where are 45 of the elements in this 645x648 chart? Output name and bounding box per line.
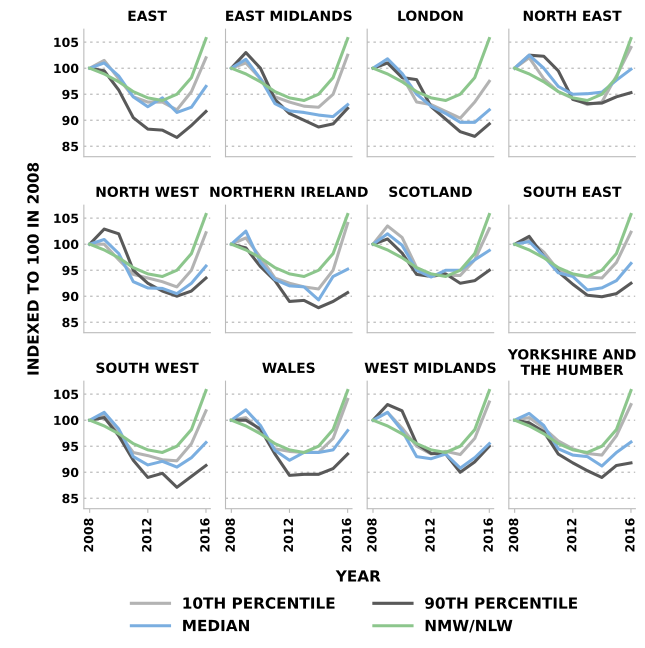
y-tick-label: 95 [62,442,78,452]
y-tick-label: 100 [54,64,78,74]
x-tick-label: 2012 [142,518,152,552]
x-tick-label: 2008 [508,518,518,552]
x-tick-label: 2008 [84,518,94,552]
chart-title: YORKSHIRE AND THE HUMBER [508,349,636,376]
y-tick-label: 85 [62,142,78,152]
chart-title: EAST [128,10,167,22]
y-tick-label: 90 [62,116,78,126]
x-axis-title: YEAR [336,570,381,582]
x-tick-label: 2012 [425,518,435,552]
y-tick-label: 85 [62,494,78,504]
y-axis-title: INDEXED TO 100 IN 2008 [27,162,39,375]
legend-label: MEDIAN [183,620,249,632]
x-tick-label: 2008 [367,518,377,552]
chart-title: NORTH EAST [524,10,622,22]
chart-title: SCOTLAND [389,186,472,198]
chart-title: NORTHERN IRELAND [210,186,368,198]
y-tick-label: 95 [62,90,78,100]
chart-title: WALES [262,362,315,374]
x-tick-label: 2016 [342,518,352,552]
legend-label: 10TH PERCENTILE [183,597,335,609]
x-tick-label: 2012 [284,518,294,552]
y-tick-label: 90 [62,292,78,302]
y-tick-label: 85 [62,318,78,328]
chart-title: WEST MIDLANDS [364,362,496,374]
chart-title: LONDON [398,10,463,22]
y-tick-label: 90 [62,468,78,478]
x-tick-label: 2012 [566,518,576,552]
x-tick-label: 2016 [200,518,210,552]
chart-title: SOUTH EAST [524,186,622,198]
y-tick-label: 100 [54,416,78,426]
chart-title: EAST MIDLANDS [226,10,352,22]
y-tick-label: 105 [54,214,78,224]
chart-title: SOUTH WEST [96,362,199,374]
y-tick-label: 105 [54,38,78,48]
chart-title: NORTH WEST [96,186,199,198]
y-tick-label: 100 [54,240,78,250]
x-tick-label: 2016 [625,518,635,552]
y-tick-label: 95 [62,266,78,276]
legend-label: 90TH PERCENTILE [425,597,578,609]
x-tick-label: 2016 [483,518,493,552]
y-tick-label: 105 [54,390,78,400]
legend-label: NMW/NLW [426,620,512,632]
x-tick-label: 2008 [226,518,235,552]
